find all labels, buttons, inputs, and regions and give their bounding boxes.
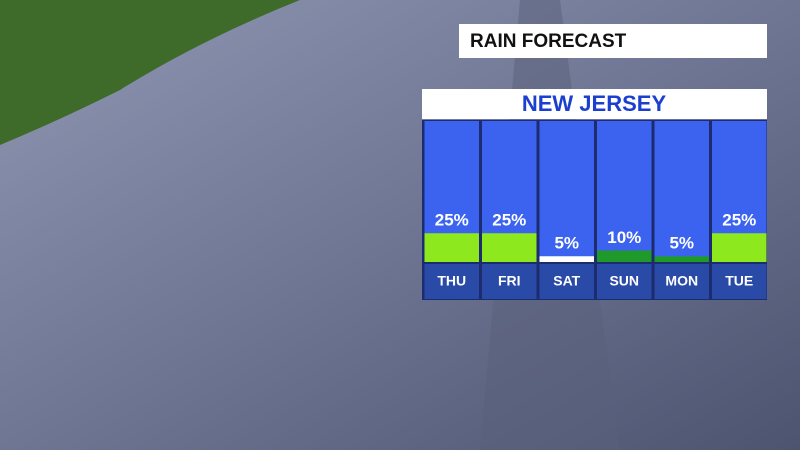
subtitle-box: [422, 89, 767, 119]
bar: [712, 233, 767, 262]
day-cell: [597, 264, 652, 299]
day-cell: [712, 264, 767, 299]
day-label: SAT: [553, 273, 580, 289]
value-label: 5%: [554, 234, 579, 253]
bar: [482, 233, 537, 262]
chart-title: RAIN FORECAST: [470, 31, 627, 52]
column-bg: [654, 121, 709, 262]
value-label: 10%: [607, 228, 641, 247]
bar: [424, 233, 479, 262]
day-label: TUE: [725, 273, 753, 289]
day-cell: [482, 264, 537, 299]
day-cell: [424, 264, 479, 299]
day-label: SUN: [609, 273, 639, 289]
bar: [597, 250, 652, 262]
bar: [539, 256, 594, 262]
bar: [654, 256, 709, 262]
column-bg: [597, 121, 652, 262]
title-box: [459, 24, 767, 58]
column-bg: [539, 121, 594, 262]
grass: [0, 0, 300, 145]
value-label: 25%: [722, 211, 756, 230]
chart-subtitle: NEW JERSEY: [522, 91, 667, 116]
value-label: 25%: [492, 211, 526, 230]
day-cell: [654, 264, 709, 299]
day-label: FRI: [498, 273, 521, 289]
day-label: MON: [665, 273, 698, 289]
panel: [422, 120, 767, 300]
value-label: 5%: [669, 234, 694, 253]
day-label: THU: [437, 273, 466, 289]
value-label: 25%: [435, 211, 469, 230]
day-cell: [539, 264, 594, 299]
